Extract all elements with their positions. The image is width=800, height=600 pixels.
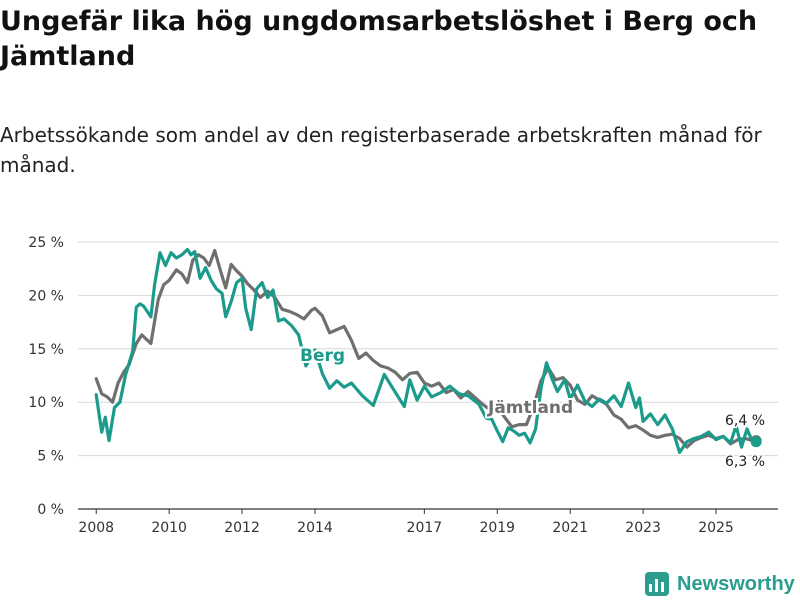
y-tick-label: 25 % (28, 235, 64, 251)
jamtland-series-label: Jämtland (487, 398, 573, 418)
jamtland-series-line (94, 248, 758, 449)
y-tick-label: 5 % (37, 449, 64, 465)
line-chart: 0 %5 %10 %15 %20 %25 % 2008 2010 2012 2014 2… (28, 235, 778, 536)
bar-chart-icon (645, 572, 669, 596)
x-tick-label: 2014 (297, 520, 333, 536)
berg-end-value-label: 6,3 % (725, 454, 765, 470)
y-tick-label: 0 % (37, 502, 64, 518)
berg-end-point (750, 436, 762, 448)
y-tick-label: 10 % (28, 395, 64, 411)
brand-name: Newsworthy (677, 572, 795, 595)
jamtland-end-value-label: 6,4 % (725, 413, 765, 429)
berg-series-line (94, 247, 758, 454)
x-tick-label: 2019 (479, 520, 515, 536)
berg-series-label: Berg (300, 346, 345, 366)
x-tick-label: 2025 (698, 520, 734, 536)
x-tick-label: 2012 (224, 520, 260, 536)
chart-title: Ungefär lika hög ungdomsarbetslöshet i B… (0, 6, 758, 72)
x-axis-ticks: 2008 2010 2012 2014 2017 2019 2021 2023 2025 (78, 509, 734, 536)
chart-subtitle: Arbetssökande som andel av den registerb… (0, 123, 762, 177)
series-lines (94, 247, 762, 454)
x-tick-label: 2017 (407, 520, 443, 536)
y-tick-label: 20 % (28, 288, 64, 304)
y-tick-label: 15 % (28, 342, 64, 358)
x-tick-label: 2023 (625, 520, 661, 536)
x-tick-label: 2010 (151, 520, 187, 536)
y-axis-ticks: 0 % 5 % 10 % 15 % 20 % 25 % (28, 235, 64, 518)
x-tick-label: 2021 (552, 520, 588, 536)
newsworthy-logo: Newsworthy (645, 570, 795, 598)
x-tick-label: 2008 (78, 520, 114, 536)
grid-lines (78, 241, 778, 510)
series-labels: Berg Jämtland 6,4 % 6,3 % (298, 344, 767, 472)
